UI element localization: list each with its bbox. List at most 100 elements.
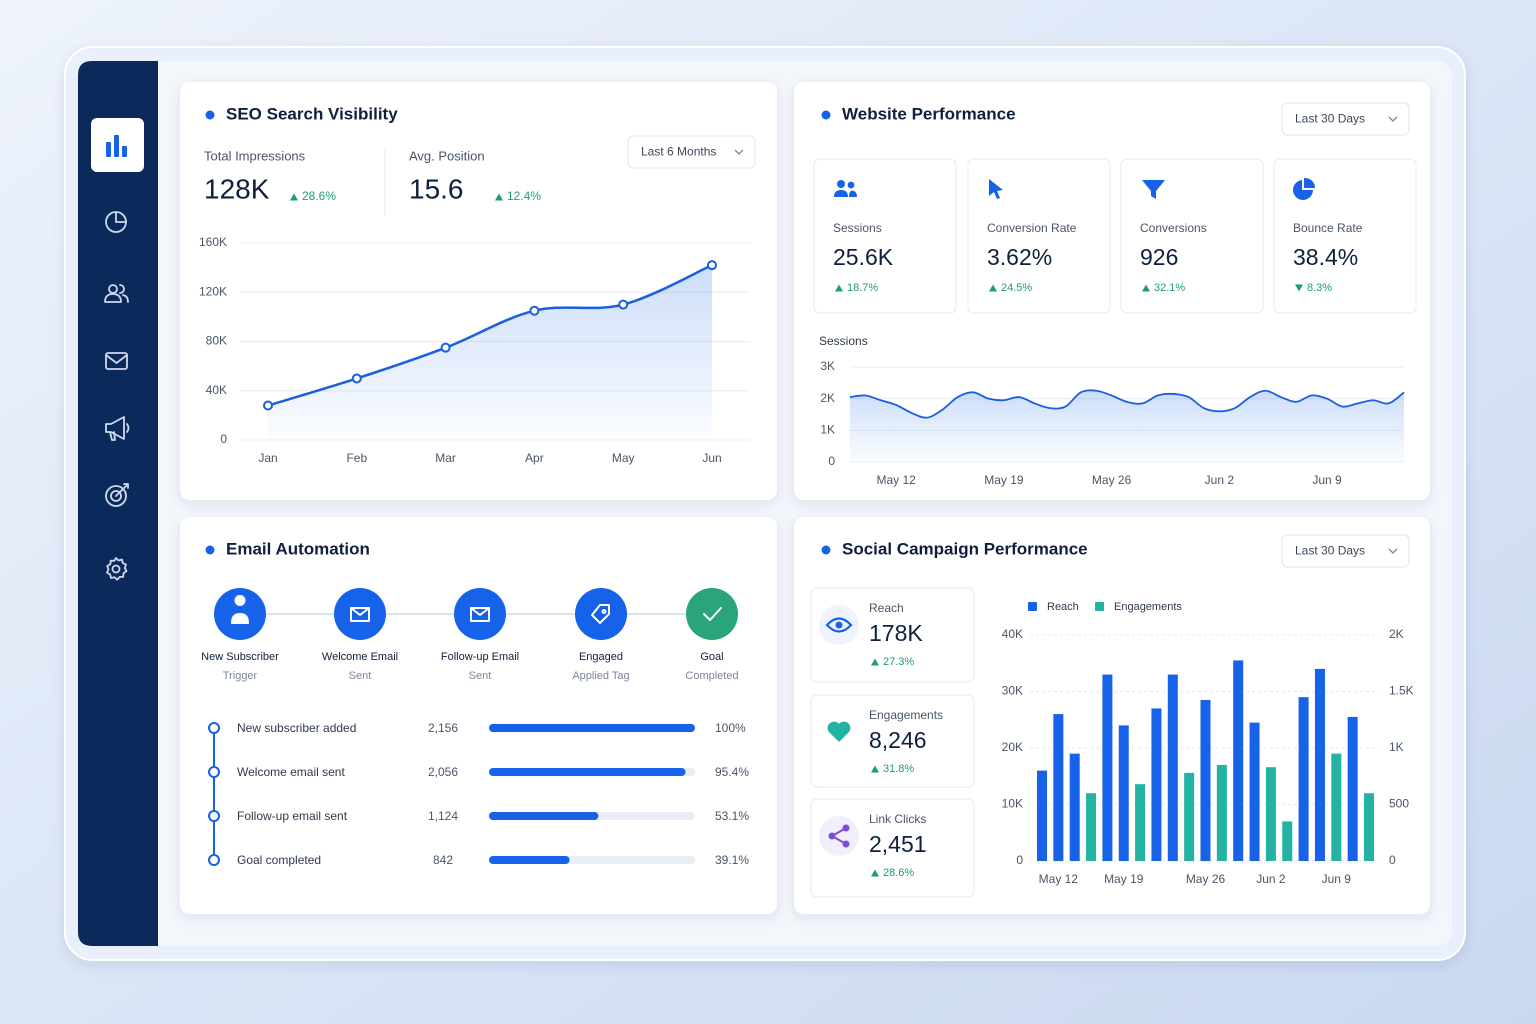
x-tick-label: May 26 <box>1092 473 1132 487</box>
x-tick-label: Jun 2 <box>1205 473 1235 487</box>
y-tick-label: 120K <box>199 284 227 298</box>
timeline-dot <box>208 810 220 822</box>
kpi-value: 3.62% <box>987 244 1052 270</box>
stat-label: Total Impressions <box>204 148 306 163</box>
point <box>351 373 362 384</box>
bar <box>1118 725 1129 861</box>
trend-arrow <box>871 765 879 773</box>
point <box>529 305 540 316</box>
step-node <box>686 588 738 640</box>
point <box>618 299 629 310</box>
y-tick-label: 30K <box>1002 684 1023 698</box>
dropdown[interactable] <box>1281 102 1410 136</box>
bar <box>1314 668 1325 861</box>
dropdown-label: Last 30 Days <box>1295 544 1365 558</box>
nav-goals[interactable] <box>105 483 129 507</box>
dropdown-label: Last 30 Days <box>1295 112 1365 126</box>
title-dot <box>821 545 831 555</box>
card-title: SEO Search Visibility <box>226 104 398 123</box>
nav-email[interactable] <box>105 352 128 370</box>
metric-value: 8,246 <box>869 727 927 753</box>
title-dot <box>205 110 215 120</box>
bar <box>1347 716 1358 861</box>
bar <box>1151 708 1162 861</box>
x-tick-label: Feb <box>346 451 367 465</box>
bar <box>1184 772 1195 861</box>
nav-settings[interactable] <box>106 557 128 581</box>
y-tick-label: 2K <box>820 391 835 405</box>
metric-card <box>810 694 975 788</box>
title-dot <box>821 110 831 120</box>
metric-label: Link Clicks <box>869 812 926 826</box>
x-tick-label: May 26 <box>1186 872 1226 886</box>
y-tick-label: 3K <box>820 359 835 373</box>
bar <box>1331 753 1342 861</box>
x-tick-label: May 12 <box>876 473 916 487</box>
dropdown[interactable] <box>1281 534 1410 568</box>
metric-icon-bg <box>819 816 859 856</box>
y-tick-label: 1K <box>820 423 835 437</box>
funnel-label: New subscriber added <box>237 721 356 735</box>
sidebar <box>78 61 158 946</box>
kpi-card <box>967 158 1111 314</box>
kpi-label: Bounce Rate <box>1293 221 1363 235</box>
kpi-card <box>1273 158 1417 314</box>
bar <box>1086 793 1097 861</box>
trend-arrow <box>1142 284 1150 292</box>
timeline-dot <box>208 854 220 866</box>
bar <box>489 812 599 820</box>
timeline-dot <box>208 722 220 734</box>
step-label: New Subscriber <box>201 651 279 663</box>
stat-change: 12.4% <box>507 189 541 203</box>
bar <box>1167 674 1178 861</box>
metric-label: Reach <box>869 601 904 615</box>
metric-change: 27.3% <box>883 656 914 668</box>
bar <box>1216 764 1227 861</box>
dropdown[interactable] <box>627 135 756 169</box>
stat-label: Avg. Position <box>409 148 485 163</box>
kpi-value: 25.6K <box>833 244 894 270</box>
metric-change: 31.8% <box>883 763 914 775</box>
dropdown-chevron <box>1388 548 1398 554</box>
y-tick-label: 40K <box>206 383 227 397</box>
nav-campaigns[interactable] <box>105 416 130 441</box>
bar <box>1282 821 1293 861</box>
dropdown-chevron <box>734 149 744 155</box>
step-status: Sent <box>349 670 372 682</box>
step-status: Applied Tag <box>572 670 629 682</box>
funnel-label: Welcome email sent <box>237 765 345 779</box>
title-dot <box>205 545 215 555</box>
x-tick-label: May 19 <box>984 473 1024 487</box>
nav-audience[interactable] <box>104 284 129 303</box>
step-icon <box>470 607 490 622</box>
y-tick-label: 0 <box>828 454 835 468</box>
y-tick-label: 10K <box>1002 797 1023 811</box>
nav-overview[interactable] <box>105 211 127 233</box>
y-tick-label: 0 <box>220 432 227 446</box>
x-tick-label: Jun 9 <box>1312 473 1342 487</box>
step-label: Goal <box>700 651 723 663</box>
legend-swatch <box>1095 602 1104 611</box>
funnel-percent: 53.1% <box>715 809 749 823</box>
y2-tick-label: 500 <box>1389 797 1409 811</box>
dropdown-chevron <box>1388 116 1398 122</box>
point <box>263 400 273 411</box>
stat-change: 28.6% <box>302 189 336 203</box>
y2-tick-label: 1K <box>1389 740 1404 754</box>
y2-tick-label: 1.5K <box>1389 684 1414 698</box>
kpi-card <box>813 158 957 314</box>
card-title: Social Campaign Performance <box>842 539 1088 558</box>
funnel-count: 842 <box>433 853 453 867</box>
bar <box>1364 793 1374 861</box>
x-tick-label: Apr <box>525 451 544 465</box>
kpi-change: 32.1% <box>1154 282 1185 294</box>
funnel-percent: 100% <box>715 721 746 735</box>
metric-icon <box>827 721 851 742</box>
trend-arrow <box>835 284 843 292</box>
y-tick-label: 20K <box>1002 740 1023 754</box>
metric-value: 178K <box>869 620 923 646</box>
x-tick-label: Mar <box>435 451 456 465</box>
card-title: Email Automation <box>226 539 370 558</box>
nav-active[interactable] <box>91 118 144 172</box>
point <box>440 342 451 353</box>
